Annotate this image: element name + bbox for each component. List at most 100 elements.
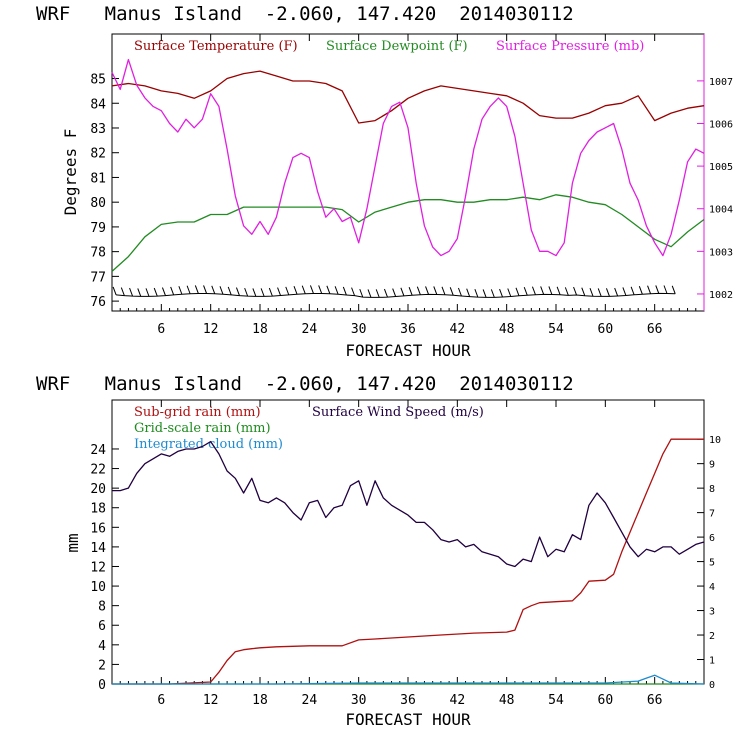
y-tick-label: 80 <box>90 196 106 211</box>
subgrid-rain-line <box>112 438 704 685</box>
wind-barb <box>235 287 240 296</box>
y2-tick-label: 1006 <box>709 119 733 130</box>
y-tick-label: 76 <box>90 295 106 310</box>
integrated-cloud-line <box>112 674 705 685</box>
y2-ticks: 1002 1003 1004 1005 1006 1007 <box>697 77 733 301</box>
y-tick-label: 24 <box>90 443 106 458</box>
wind-barb <box>523 287 528 296</box>
wind-barbs <box>112 285 676 298</box>
wind-barb <box>260 288 265 297</box>
x-ticks: 6 12 18 24 30 36 42 48 54 60 66 <box>119 34 697 337</box>
wind-barb <box>581 287 586 296</box>
y-tick-label: 14 <box>90 541 106 556</box>
y2-tick-label: 4 <box>709 582 715 593</box>
y-axis-label: mm <box>63 533 82 552</box>
wind-barb <box>137 288 142 297</box>
panel-title: WRF Manus Island -2.060, 147.420 2014030… <box>36 373 574 395</box>
legend-pressure: Surface Pressure (mb) <box>496 39 644 54</box>
x-tick-label: 48 <box>499 693 515 708</box>
wind-barb <box>490 289 495 298</box>
y-tick-label: 84 <box>90 97 106 112</box>
x-axis-label: FORECAST HOUR <box>345 341 471 360</box>
y2-tick-label: 0 <box>709 680 715 691</box>
x-tick-label: 36 <box>400 322 416 337</box>
wind-barb <box>499 288 504 298</box>
y2-ticks: 0 1 2 3 4 5 6 7 8 9 10 <box>697 435 721 691</box>
wind-barb <box>400 287 405 297</box>
wind-barb <box>334 286 339 295</box>
wind-barb <box>638 285 643 295</box>
wind-speed-line <box>112 440 705 568</box>
x-tick-label: 18 <box>252 693 268 708</box>
wind-barb <box>145 288 150 297</box>
wind-barb <box>556 286 561 295</box>
y2-tick-label: 1002 <box>709 290 733 301</box>
x-tick-label: 6 <box>157 693 165 708</box>
y2-tick-label: 6 <box>709 533 715 544</box>
wind-barb <box>589 287 594 297</box>
wind-barb <box>671 285 676 295</box>
x-tick-label: 54 <box>548 322 564 337</box>
x-tick-label: 24 <box>302 322 318 337</box>
y-tick-label: 4 <box>98 639 106 654</box>
wind-barb <box>186 285 191 294</box>
wind-barb <box>466 288 471 297</box>
wind-barb <box>425 286 430 295</box>
y-tick-label: 10 <box>90 580 106 595</box>
y2-tick-label: 1007 <box>709 77 733 88</box>
y2-tick-label: 7 <box>709 509 715 520</box>
series-lines <box>112 438 705 685</box>
wind-barb <box>647 285 652 294</box>
x-tick-label: 42 <box>450 693 466 708</box>
wind-barb <box>367 289 372 298</box>
wind-barb <box>112 286 117 296</box>
wind-barb <box>482 289 487 298</box>
y-tick-label: 85 <box>90 73 106 88</box>
wind-barb <box>178 286 183 295</box>
y2-tick-label: 1 <box>709 656 715 667</box>
y-tick-label: 77 <box>90 270 106 285</box>
series-lines <box>111 58 705 272</box>
wind-barb <box>170 286 175 296</box>
x-tick-label: 66 <box>647 693 663 708</box>
y-tick-label: 79 <box>90 221 106 236</box>
x-tick-label: 18 <box>252 322 268 337</box>
plot-frame <box>111 33 705 312</box>
y2-tick-label: 5 <box>709 558 715 569</box>
y-tick-label: 0 <box>98 678 106 693</box>
wind-barb <box>457 287 462 297</box>
precipitation-panel: WRF Manus Island -2.060, 147.420 2014030… <box>36 373 721 729</box>
wind-barb <box>605 288 610 297</box>
y2-tick-label: 9 <box>709 460 715 471</box>
y2-tick-label: 3 <box>709 607 715 618</box>
wind-barb <box>351 287 356 296</box>
wind-barb <box>129 287 134 297</box>
wind-barb <box>564 287 569 296</box>
y-tick-label: 16 <box>90 521 106 536</box>
x-tick-label: 60 <box>598 693 614 708</box>
y-tick-label: 83 <box>90 122 106 137</box>
wind-barb <box>392 288 397 297</box>
y-tick-label: 12 <box>90 560 106 575</box>
x-tick-label: 54 <box>548 693 564 708</box>
wind-barb <box>359 288 364 298</box>
y-tick-label: 2 <box>98 658 106 673</box>
y-tick-label: 6 <box>98 619 106 634</box>
y2-tick-label: 1003 <box>709 247 733 258</box>
wind-barb <box>268 287 273 297</box>
wind-barb <box>194 285 199 294</box>
wind-barb <box>227 286 232 296</box>
y-tick-label: 81 <box>90 171 106 186</box>
wind-barb <box>540 286 545 295</box>
x-axis-label: FORECAST HOUR <box>345 710 471 729</box>
y-tick-label: 8 <box>98 600 106 615</box>
x-tick-label: 60 <box>598 322 614 337</box>
y-ticks: 76 77 78 79 80 81 82 83 84 85 <box>90 73 119 310</box>
wind-barb <box>318 285 323 294</box>
wind-barb <box>655 285 660 294</box>
wind-barb <box>326 285 331 294</box>
x-tick-label: 48 <box>499 322 515 337</box>
x-tick-label: 30 <box>351 693 367 708</box>
wind-barb <box>663 285 668 294</box>
wind-barb <box>597 288 602 297</box>
